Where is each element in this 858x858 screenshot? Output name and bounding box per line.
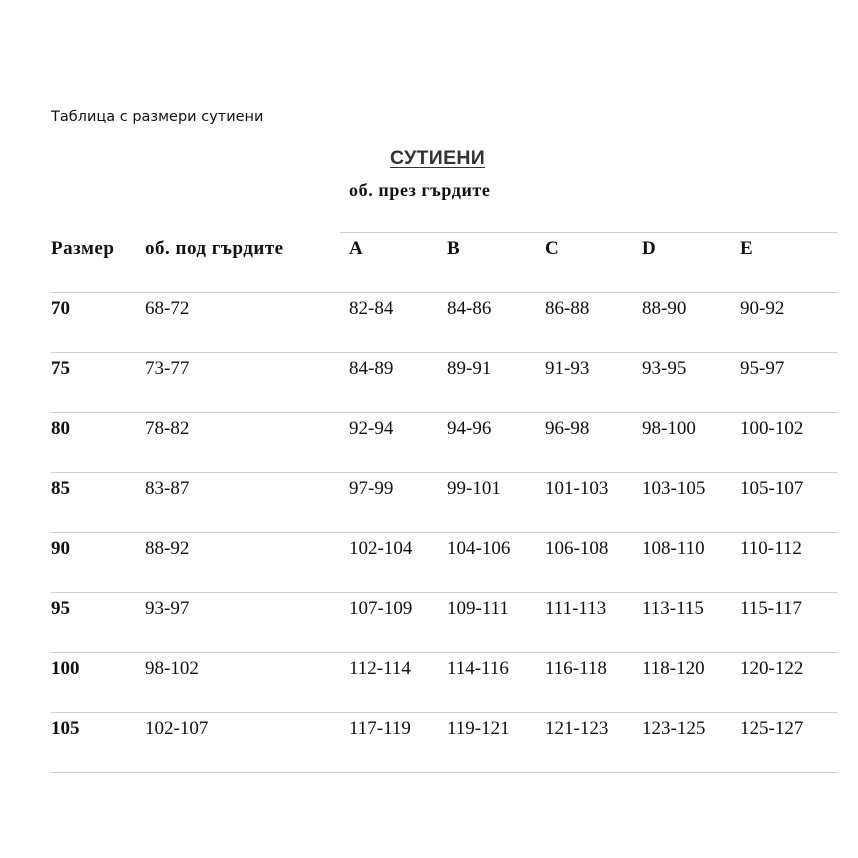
size-cell: 70	[51, 298, 70, 319]
column-header: D	[642, 238, 657, 259]
column-header: E	[740, 238, 754, 259]
column-header: C	[545, 238, 560, 259]
size-cell: 105	[51, 718, 80, 739]
measure-cell: 104-106	[447, 538, 511, 559]
row-divider	[51, 472, 838, 473]
measure-cell: 113-115	[642, 598, 704, 619]
measure-cell: 82-84	[349, 298, 394, 319]
measure-cell: 99-101	[447, 478, 501, 499]
measure-cell: 68-72	[145, 298, 190, 319]
row-divider	[51, 532, 838, 533]
measure-cell: 106-108	[545, 538, 609, 559]
size-cell: 90	[51, 538, 70, 559]
measure-cell: 116-118	[545, 658, 607, 679]
row-divider	[51, 592, 838, 593]
measure-cell: 111-113	[545, 598, 607, 619]
row-divider	[51, 772, 838, 773]
table-title: СУТИЕНИ	[390, 147, 486, 169]
measure-cell: 88-92	[145, 538, 190, 559]
measure-cell: 102-104	[349, 538, 413, 559]
measure-cell: 110-112	[740, 538, 802, 559]
measure-cell: 96-98	[545, 418, 590, 439]
measure-cell: 109-111	[447, 598, 509, 619]
measure-cell: 100-102	[740, 418, 804, 439]
measure-cell: 112-114	[349, 658, 411, 679]
size-cell: 85	[51, 478, 70, 499]
measure-cell: 84-89	[349, 358, 394, 379]
measure-cell: 119-121	[447, 718, 510, 739]
measure-cell: 103-105	[642, 478, 706, 499]
measure-cell: 107-109	[349, 598, 413, 619]
measure-cell: 83-87	[145, 478, 190, 499]
row-divider	[51, 652, 838, 653]
measure-cell: 101-103	[545, 478, 609, 499]
size-cell: 95	[51, 598, 70, 619]
measure-cell: 118-120	[642, 658, 705, 679]
measure-cell: 98-102	[145, 658, 199, 679]
measure-cell: 86-88	[545, 298, 590, 319]
page-caption: Таблица с размери сутиени	[51, 109, 264, 125]
measure-cell: 102-107	[145, 718, 209, 739]
row-divider	[51, 712, 838, 713]
column-header: Размер	[51, 238, 115, 259]
measure-cell: 98-100	[642, 418, 696, 439]
table-subtitle: об. през гърдите	[349, 180, 491, 200]
measure-cell: 93-95	[642, 358, 687, 379]
measure-cell: 121-123	[545, 718, 609, 739]
size-cell: 100	[51, 658, 80, 679]
column-header: об. под гърдите	[145, 238, 284, 259]
measure-cell: 105-107	[740, 478, 804, 499]
row-divider	[51, 292, 838, 293]
measure-cell: 120-122	[740, 658, 804, 679]
measure-cell: 73-77	[145, 358, 190, 379]
measure-cell: 91-93	[545, 358, 590, 379]
column-header: A	[349, 238, 364, 259]
measure-cell: 125-127	[740, 718, 804, 739]
measure-cell: 123-125	[642, 718, 706, 739]
measure-cell: 93-97	[145, 598, 190, 619]
header-divider	[340, 232, 838, 233]
column-header: B	[447, 238, 461, 259]
measure-cell: 90-92	[740, 298, 785, 319]
measure-cell: 88-90	[642, 298, 687, 319]
measure-cell: 89-91	[447, 358, 492, 379]
measure-cell: 114-116	[447, 658, 509, 679]
measure-cell: 95-97	[740, 358, 785, 379]
size-cell: 80	[51, 418, 70, 439]
measure-cell: 108-110	[642, 538, 705, 559]
measure-cell: 117-119	[349, 718, 411, 739]
measure-cell: 97-99	[349, 478, 394, 499]
measure-cell: 92-94	[349, 418, 394, 439]
measure-cell: 115-117	[740, 598, 802, 619]
measure-cell: 78-82	[145, 418, 190, 439]
measure-cell: 94-96	[447, 418, 492, 439]
row-divider	[51, 352, 838, 353]
row-divider	[51, 412, 838, 413]
size-cell: 75	[51, 358, 70, 379]
measure-cell: 84-86	[447, 298, 492, 319]
